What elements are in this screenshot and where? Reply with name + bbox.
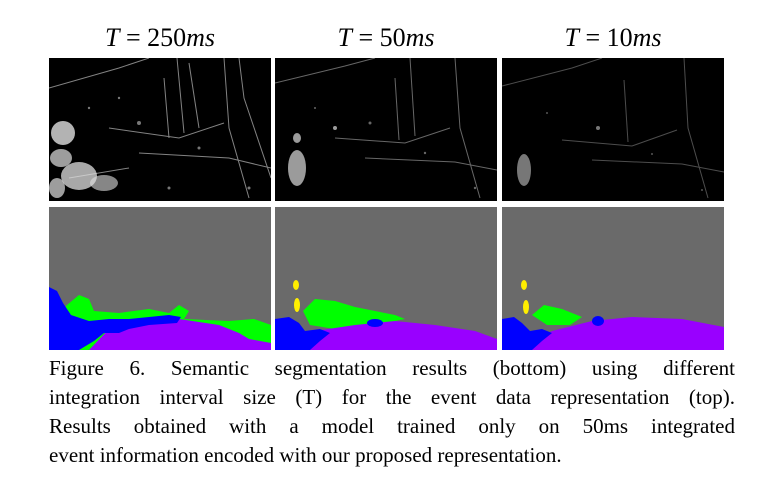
caption-line: Results obtained with a model trained on… [49, 414, 735, 438]
column-title-250ms: T = 250ms [104, 23, 216, 52]
column-title-50ms: T = 50ms [337, 23, 435, 52]
segmentation-result-50ms [275, 207, 497, 350]
event-image-10ms [502, 58, 724, 201]
caption-line: Figure 6. Semantic segmentation results … [49, 356, 735, 380]
column-title-10ms: T = 10ms [564, 23, 662, 52]
caption-line: integration interval size (T) for the ev… [49, 385, 735, 409]
traffic-sign-segment [293, 280, 299, 290]
event-image-250ms [49, 58, 271, 201]
event-image-50ms [275, 58, 497, 201]
segmentation-result-250ms [49, 207, 271, 350]
figure-caption: Figure 6. Semantic segmentation results … [49, 354, 735, 470]
segmentation-result-10ms [502, 207, 724, 350]
caption-line: event information encoded with our propo… [49, 443, 562, 467]
